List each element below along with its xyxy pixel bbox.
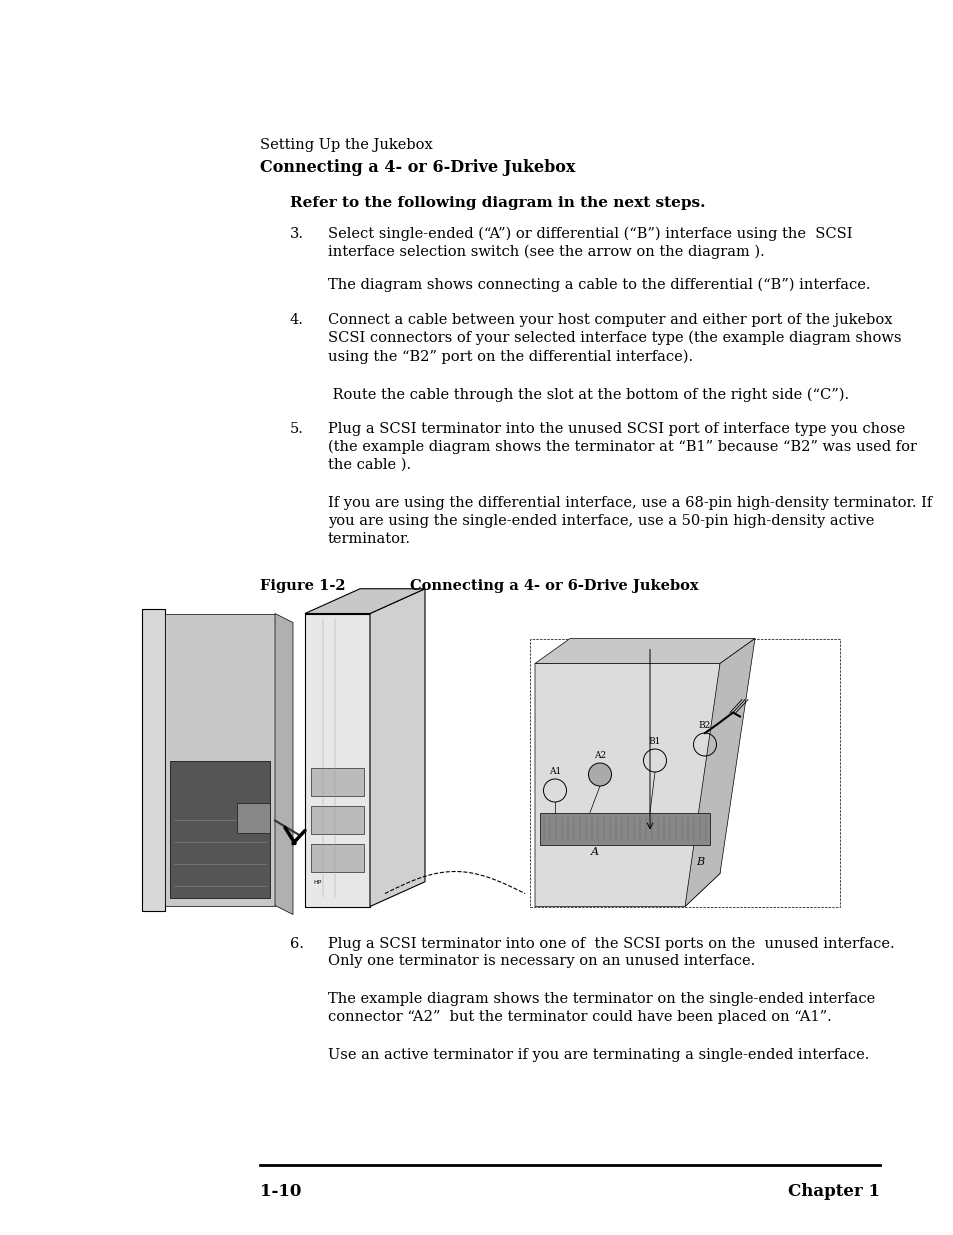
Text: A2: A2 [594, 751, 605, 760]
Text: Figure 1-2: Figure 1-2 [260, 578, 345, 593]
Text: Plug a SCSI terminator into the unused SCSI port of interface type you chose
(th: Plug a SCSI terminator into the unused S… [328, 422, 916, 472]
Text: Setting Up the Jukebox: Setting Up the Jukebox [260, 138, 433, 152]
Polygon shape [305, 614, 370, 906]
Text: Select single-ended (“A”) or differential (“B”) interface using the  SCSI
interf: Select single-ended (“A”) or differentia… [328, 226, 852, 259]
Text: Route the cable through the slot at the bottom of the right side (“C”).: Route the cable through the slot at the … [328, 387, 848, 401]
Text: B: B [695, 857, 703, 867]
Text: B1: B1 [648, 737, 660, 746]
Text: Chapter 1: Chapter 1 [787, 1183, 879, 1200]
Polygon shape [305, 589, 424, 614]
Polygon shape [311, 805, 364, 834]
Text: 5.: 5. [290, 422, 304, 436]
Polygon shape [311, 844, 364, 872]
Text: A: A [590, 846, 598, 857]
Polygon shape [370, 589, 424, 906]
Polygon shape [535, 638, 754, 663]
Text: Refer to the following diagram in the next steps.: Refer to the following diagram in the ne… [290, 196, 705, 210]
Polygon shape [535, 663, 720, 906]
Text: The diagram shows connecting a cable to the differential (“B”) interface.: The diagram shows connecting a cable to … [328, 278, 869, 293]
Text: Connect a cable between your host computer and either port of the jukebox
SCSI c: Connect a cable between your host comput… [328, 312, 901, 363]
Circle shape [588, 763, 611, 785]
Polygon shape [165, 614, 274, 905]
Text: 1-10: 1-10 [260, 1183, 301, 1200]
Polygon shape [236, 803, 270, 832]
Polygon shape [684, 638, 754, 906]
Text: If you are using the differential interface, use a 68-pin high-density terminato: If you are using the differential interf… [328, 496, 931, 546]
Text: Connecting a 4- or 6-Drive Jukebox: Connecting a 4- or 6-Drive Jukebox [260, 159, 575, 177]
Polygon shape [274, 614, 293, 914]
Polygon shape [539, 813, 709, 845]
Text: B2: B2 [699, 721, 710, 730]
Text: 6.: 6. [290, 936, 304, 951]
Text: 4.: 4. [290, 312, 304, 327]
Text: A1: A1 [548, 767, 560, 776]
Text: Use an active terminator if you are terminating a single-ended interface.: Use an active terminator if you are term… [328, 1047, 868, 1062]
Text: Connecting a 4- or 6-Drive Jukebox: Connecting a 4- or 6-Drive Jukebox [410, 578, 698, 593]
Text: Plug a SCSI terminator into one of  the SCSI ports on the  unused interface.
Onl: Plug a SCSI terminator into one of the S… [328, 936, 894, 968]
Text: The example diagram shows the terminator on the single-ended interface
connector: The example diagram shows the terminator… [328, 992, 874, 1024]
Text: HP: HP [313, 879, 321, 884]
Text: 3.: 3. [290, 226, 304, 241]
Polygon shape [142, 609, 165, 910]
Polygon shape [170, 761, 270, 898]
Polygon shape [311, 767, 364, 795]
